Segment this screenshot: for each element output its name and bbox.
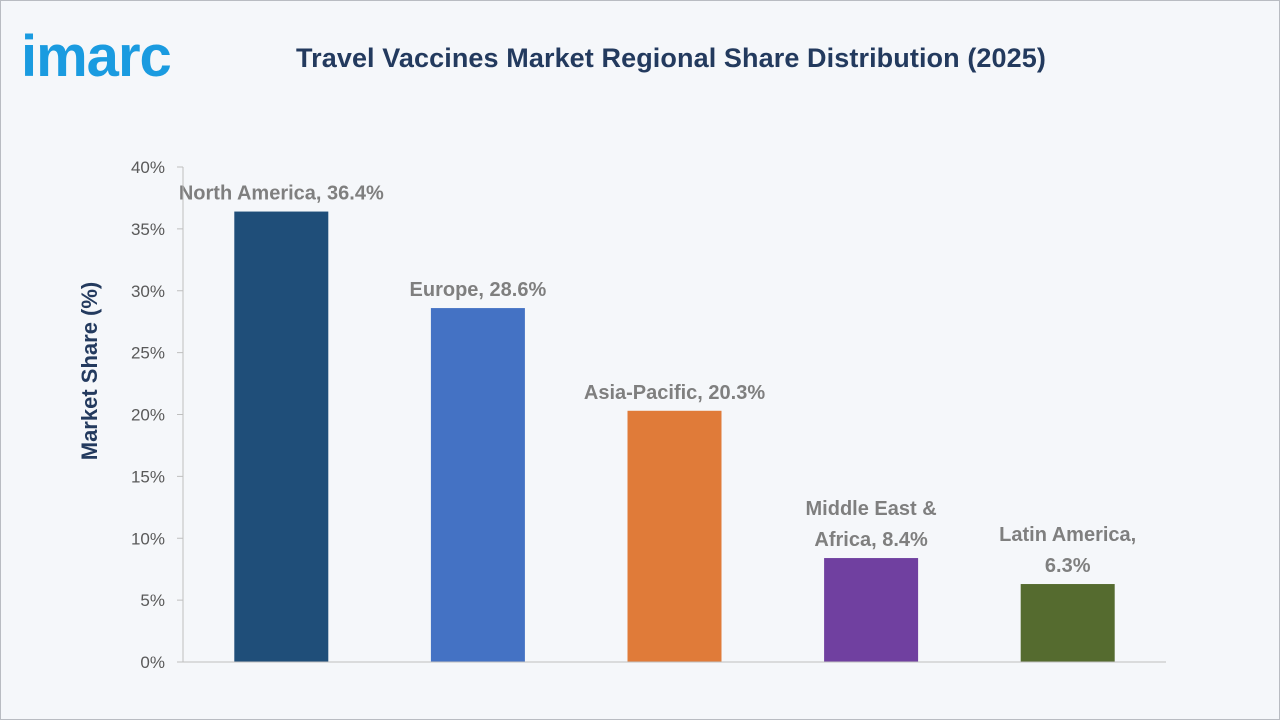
bars [234,211,1115,663]
logo-text: imarc [21,24,171,89]
y-tick-label: 5% [140,591,165,610]
y-tick-label: 20% [131,406,165,425]
data-label: 6.3% [1045,555,1091,577]
bar-europe [430,308,525,662]
bar-latin-america [1020,584,1115,662]
y-tick-label: 40% [131,158,165,177]
data-label: North America, 36.4% [179,183,384,205]
y-tick-label: 0% [140,653,165,672]
data-label: Middle East & [806,498,937,520]
y-tick-label: 35% [131,220,165,239]
y-axis-ticks: 0% 5% 10% 15% 20% 25% 30% 35% 40% [131,158,183,672]
data-label: Asia-Pacific, 20.3% [584,382,765,404]
bar-middle-east-africa [824,558,919,662]
y-axis-label: Market Share (%) [77,282,102,461]
data-label: Latin America, [999,524,1136,546]
chart-title: Travel Vaccines Market Regional Share Di… [296,43,1046,73]
y-tick-label: 25% [131,344,165,363]
data-label: Africa, 8.4% [814,529,928,551]
data-labels: North America, 36.4% Europe, 28.6% Asia-Pa… [179,183,1136,577]
y-tick-label: 30% [131,282,165,301]
y-tick-label: 15% [131,467,165,486]
imarc-logo: imarc [21,24,172,89]
bar-asia-pacific [627,410,722,662]
y-tick-label: 10% [131,529,165,548]
bar-north-america [234,211,329,663]
data-label: Europe, 28.6% [410,279,547,301]
